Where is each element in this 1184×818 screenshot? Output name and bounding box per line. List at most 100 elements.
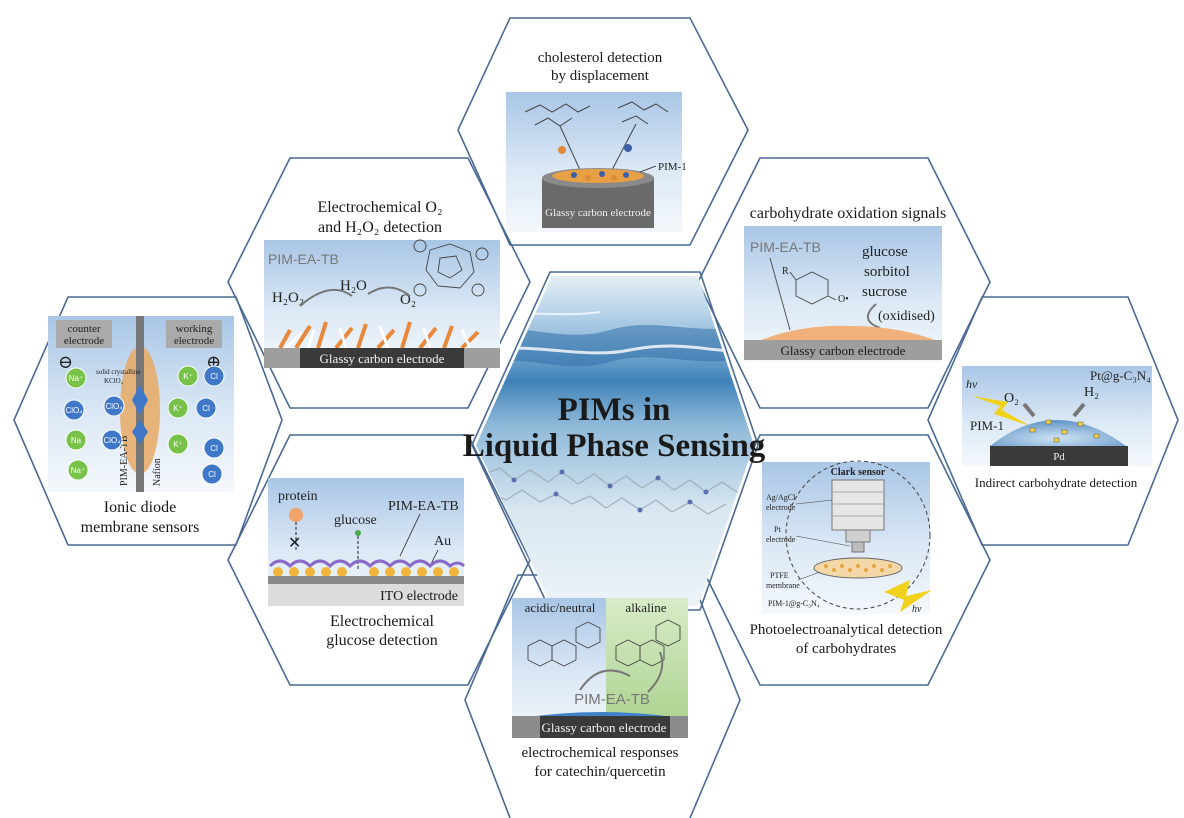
carbohydrate-oxidation-sugar-3: sucrose — [862, 284, 907, 300]
indirect-caption: Indirect carbohydrate detection — [975, 475, 1138, 490]
oxygen-film-fibers-white — [284, 325, 472, 350]
cholesterol-molecules — [524, 101, 669, 171]
indirect-hv-label: hv — [966, 377, 978, 391]
ionic-membrane-label: PIM-EA-TB — [119, 435, 130, 486]
ion-3: K⁺ — [177, 365, 199, 387]
ion-6: ClO₄ — [101, 429, 123, 451]
catechin-electrode-label: Glassy carbon electrode — [542, 720, 667, 735]
cholesterol-caption-line1: cholesterol detection — [538, 50, 663, 66]
panel-ionic-diode: counter electrode working electrode ⊖ ⊕ … — [48, 316, 234, 536]
hex-cholesterol — [457, 17, 749, 246]
carbohydrate-oxidation-molecule — [789, 271, 837, 305]
photoelectro-film-label: PIM-1@g-C₃N₄ — [768, 599, 820, 608]
ion-circle — [67, 459, 89, 481]
ion-label: ClO₄ — [103, 436, 120, 445]
oxygen-film-fibers — [278, 321, 480, 350]
ion-label: Na⁺ — [69, 374, 83, 383]
catechin-caption-line2: for catechin/quercetin — [534, 764, 666, 780]
ion-circle — [203, 437, 225, 459]
photoelectro-ptfe-label-1: PTFE — [770, 571, 789, 580]
ionic-working-label-1: working — [176, 323, 213, 335]
glucose-gold-particles — [273, 567, 459, 577]
ion-circle — [195, 397, 217, 419]
ionic-nafion-label: Nafion — [152, 458, 163, 486]
catechin-alkaline-label: alkaline — [625, 600, 666, 615]
glucose-cross-mark: ✕ — [288, 535, 301, 552]
carbohydrate-oxidation-sugar-2: sorbitol — [864, 264, 910, 280]
ion-5: Na — [65, 429, 87, 451]
ionic-caption-line2: membrane sensors — [81, 519, 200, 536]
indirect-o2-label: O₂ — [1004, 391, 1019, 406]
glucose-caption-line1: Electrochemical — [330, 613, 434, 630]
panel-carbohydrate-oxidation: carbohydrate oxidation signals PIM-EA-TB… — [744, 205, 946, 362]
cholesterol-pim-label: PIM-1 — [658, 161, 687, 173]
indirect-h2-label: H₂ — [1084, 385, 1099, 400]
photoelectro-sensor-label: Clark sensor — [831, 467, 886, 478]
ion-label: Cl — [210, 372, 218, 381]
indirect-pim-label: PIM-1 — [970, 418, 1004, 433]
ionic-counter-label-2: electrode — [64, 335, 104, 347]
ion-4: Cl — [203, 365, 225, 387]
indirect-particles — [1029, 419, 1100, 443]
ionic-crystal-label-2: KClO₄ — [104, 377, 124, 385]
ion-circle — [63, 399, 85, 421]
photoelectro-hv-label: hv — [912, 604, 922, 615]
photoelectro-ref-label-1: Ag/AgCl — [766, 493, 796, 502]
panel-oxygen: Electrochemical O₂ and H₂O₂ detection PI… — [264, 199, 500, 368]
ion-7: Na⁺ — [67, 459, 89, 481]
photoelectro-pt-label-2: electrode — [766, 535, 796, 544]
panel-cholesterol: cholesterol detection by displacement PI… — [506, 50, 687, 232]
ion-label: ClO₄ — [105, 402, 122, 411]
ion-circle — [65, 429, 87, 451]
ion-circle — [177, 365, 199, 387]
ion-11: K⁺ — [167, 433, 189, 455]
ionic-crystal-label-1: solid crystalline — [96, 368, 141, 376]
catechin-pim-label: PIM-EA-TB — [574, 691, 650, 708]
ion-label: K⁺ — [173, 440, 183, 449]
ion-label: Cl — [210, 444, 218, 453]
indirect-catalyst-label: Pt@g-C₃N₄ — [1090, 368, 1151, 383]
photoelectro-caption-line2: of carbohydrates — [796, 641, 897, 657]
ion-label: Cl — [208, 470, 216, 479]
oxygen-caption-line2: and H₂O₂ detection — [318, 219, 442, 236]
photoelectro-ref-label-2: electrode — [766, 503, 796, 512]
ion-circle — [65, 367, 87, 389]
ion-circle — [201, 463, 223, 485]
hex-center — [471, 271, 759, 611]
ion-10: Cl — [203, 437, 225, 459]
ion-label: ClO₄ — [65, 406, 82, 415]
glucose-electrode-label: ITO electrode — [380, 589, 458, 604]
ionic-counter-label-1: counter — [68, 323, 101, 335]
polymer-atoms — [511, 469, 709, 513]
ion-8: K⁺ — [167, 397, 189, 419]
photoelectro-ptfe-label-2: membrane — [766, 581, 800, 590]
catechin-acid-label: acidic/neutral — [525, 600, 596, 615]
glucose-au-label: Au — [434, 534, 451, 549]
ion-1: ClO₄ — [63, 399, 85, 421]
carbohydrate-oxidation-sugar-1: glucose — [862, 244, 908, 260]
panel-photoelectro: Clark sensor Ag/AgCl electrode Pt electr… — [750, 460, 943, 657]
ion-circle — [203, 365, 225, 387]
glucose-pim-label: PIM-EA-TB — [388, 499, 459, 514]
ion-label: Na⁺ — [71, 466, 85, 475]
ion-label: K⁺ — [183, 372, 193, 381]
carbohydrate-oxidation-r-label: R — [782, 266, 789, 277]
ion-circle — [167, 397, 189, 419]
oxygen-electrode-label: Glassy carbon electrode — [320, 351, 445, 366]
ionic-minus-sign: ⊖ — [58, 352, 73, 372]
glucose-glucose-label: glucose — [334, 513, 377, 528]
catechin-caption-line1: electrochemical responses — [521, 745, 678, 761]
cholesterol-beads — [571, 171, 629, 181]
catechin-molecules — [527, 619, 681, 667]
ionic-working-label-2: electrode — [174, 335, 214, 347]
glucose-protein-label: protein — [278, 489, 318, 504]
ion-2: ClO₄ — [103, 395, 125, 417]
carbohydrate-oxidation-electrode-label: Glassy carbon electrode — [781, 343, 906, 358]
center-title-line2: Liquid Phase Sensing — [463, 428, 766, 464]
panel-catechin: acidic/neutral alkaline PIM-EA-TB Glassy… — [512, 598, 688, 780]
glucose-caption-line2: glucose detection — [326, 632, 438, 649]
ion-label: Na — [71, 436, 82, 445]
photoelectro-caption-line1: Photoelectroanalytical detection — [750, 622, 943, 638]
